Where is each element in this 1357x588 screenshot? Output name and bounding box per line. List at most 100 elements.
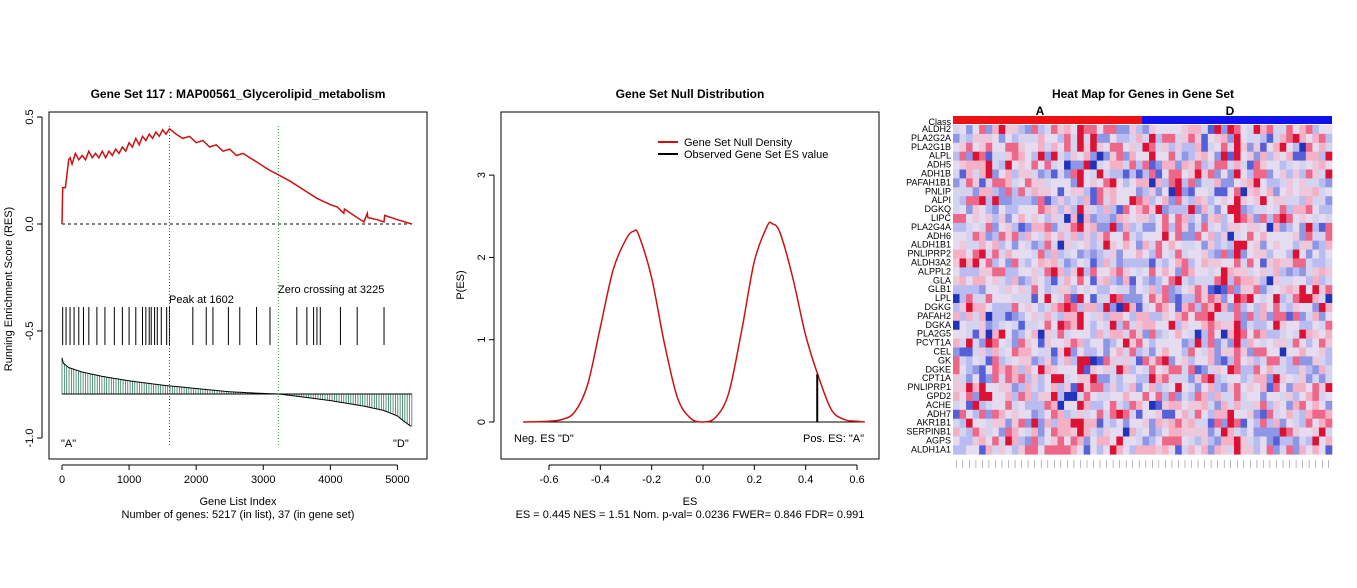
panel1-x-tick-label: 0: [59, 474, 65, 486]
heatmap-cell: [1135, 249, 1143, 259]
heatmap-cell: [1207, 383, 1215, 393]
heatmap-cell: [1227, 329, 1235, 339]
heatmap-cell: [1057, 320, 1065, 330]
heatmap-cell: [1109, 187, 1117, 197]
heatmap-cell: [1057, 347, 1065, 357]
heatmap-cell: [972, 169, 980, 179]
heatmap-cell: [1279, 374, 1287, 384]
heatmap-cell: [1024, 240, 1032, 250]
heatmap-cell: [1162, 400, 1169, 411]
heatmap-cell: [1292, 133, 1300, 144]
heatmap-cell: [953, 347, 960, 357]
heatmap-cell: [1155, 303, 1163, 313]
heatmap-cell: [1135, 160, 1143, 170]
heatmap-cell: [985, 160, 993, 170]
heatmap-cell: [1292, 356, 1300, 366]
heatmap-cell: [1312, 445, 1320, 455]
heatmap-cell: [972, 258, 980, 268]
heatmap-cell: [1168, 427, 1176, 437]
heatmap-cell: [1207, 178, 1215, 188]
null-density-curve: [523, 221, 865, 423]
heatmap-cell: [1109, 338, 1117, 348]
heatmap-cell: [1037, 214, 1045, 224]
heatmap-cell: [1109, 400, 1117, 411]
heatmap-cell: [1247, 231, 1254, 241]
heatmap-cell: [1220, 445, 1228, 455]
heatmap-cell: [1188, 436, 1196, 446]
heatmap-cell: [1109, 222, 1117, 233]
heatmap-cell: [1325, 365, 1333, 375]
class-d-bar: [1142, 116, 1332, 124]
heatmap-cell: [1220, 320, 1228, 330]
heatmap-cell: [1044, 267, 1052, 277]
heatmap-cell: [1018, 338, 1026, 348]
heatmap-cell: [1011, 187, 1019, 197]
heatmap-cell: [1175, 303, 1182, 313]
heatmap-cell: [1149, 347, 1156, 357]
heatmap-cell: [1149, 151, 1156, 161]
heatmap-cell: [1207, 365, 1215, 375]
heatmap-cell: [1011, 409, 1019, 419]
heatmap-cell: [1057, 196, 1065, 206]
heatmap-cell: [1031, 347, 1039, 357]
heatmap-cell: [1024, 311, 1032, 322]
gene-label: GPD2: [926, 391, 951, 401]
heatmap-cell: [1051, 258, 1058, 268]
heatmap-cell: [1233, 374, 1241, 384]
heatmap-cell: [1253, 329, 1261, 339]
heatmap-cell: [1129, 400, 1137, 411]
heatmap-cell: [1273, 249, 1281, 259]
heatmap-cell: [1312, 436, 1320, 446]
heatmap-cell: [1181, 187, 1189, 197]
heatmap-cell: [992, 436, 1000, 446]
gene-label: ALDH3A2: [911, 258, 951, 268]
heatmap-cell: [1031, 285, 1039, 295]
heatmap-cell: [1064, 347, 1071, 357]
heatmap-cell: [1070, 276, 1078, 286]
heatmap-cell: [1181, 267, 1189, 277]
heatmap-cell: [1279, 267, 1287, 277]
heatmap-cell: [1325, 320, 1333, 330]
heatmap-cell: [979, 356, 986, 366]
heatmap-cell: [1116, 338, 1124, 348]
heatmap-cell: [1064, 427, 1071, 437]
heatmap-cell: [1318, 231, 1326, 241]
heatmap-cell: [1057, 142, 1065, 152]
heatmap-cell: [1299, 267, 1307, 277]
heatmap-cell: [1149, 436, 1156, 446]
heatmap-cell: [1011, 338, 1019, 348]
heatmap-cell: [972, 347, 980, 357]
heatmap-cell: [1253, 178, 1261, 188]
heatmap-cell: [1096, 231, 1104, 241]
heatmap-cell: [1011, 294, 1019, 304]
heatmap-cell: [1031, 205, 1039, 215]
heatmap-cell: [1018, 222, 1026, 233]
heatmap-cell: [1260, 196, 1267, 206]
heatmap-cell: [1312, 356, 1320, 366]
heatmap-cell: [1031, 178, 1039, 188]
heatmap-cell: [1162, 427, 1169, 437]
heatmap-cell: [1005, 303, 1013, 313]
heatmap-cell: [1037, 383, 1045, 393]
heatmap-cell: [985, 294, 993, 304]
heatmap-cell: [1057, 392, 1065, 402]
heatmap-cell: [1096, 445, 1104, 455]
heatmap-cell: [1168, 392, 1176, 402]
heatmap-cell: [1253, 214, 1261, 224]
heatmap-cell: [1051, 383, 1058, 393]
heatmap-cell: [1037, 400, 1045, 411]
heatmap-cell: [953, 445, 960, 455]
heatmap-cell: [1070, 445, 1078, 455]
heatmap-cell: [959, 276, 967, 286]
heatmap-cell: [1155, 142, 1163, 152]
heatmap-cell: [1175, 231, 1182, 241]
heatmap-cell: [1083, 151, 1091, 161]
gene-label: GLB1: [928, 284, 951, 294]
heatmap-cell: [1037, 205, 1045, 215]
heatmap-cell: [1005, 409, 1013, 419]
heatmap-cell: [979, 151, 986, 161]
heatmap-cell: [1233, 338, 1241, 348]
heatmap-cell: [998, 222, 1006, 233]
heatmap-cell: [1240, 338, 1248, 348]
heatmap-cell: [1037, 125, 1045, 135]
